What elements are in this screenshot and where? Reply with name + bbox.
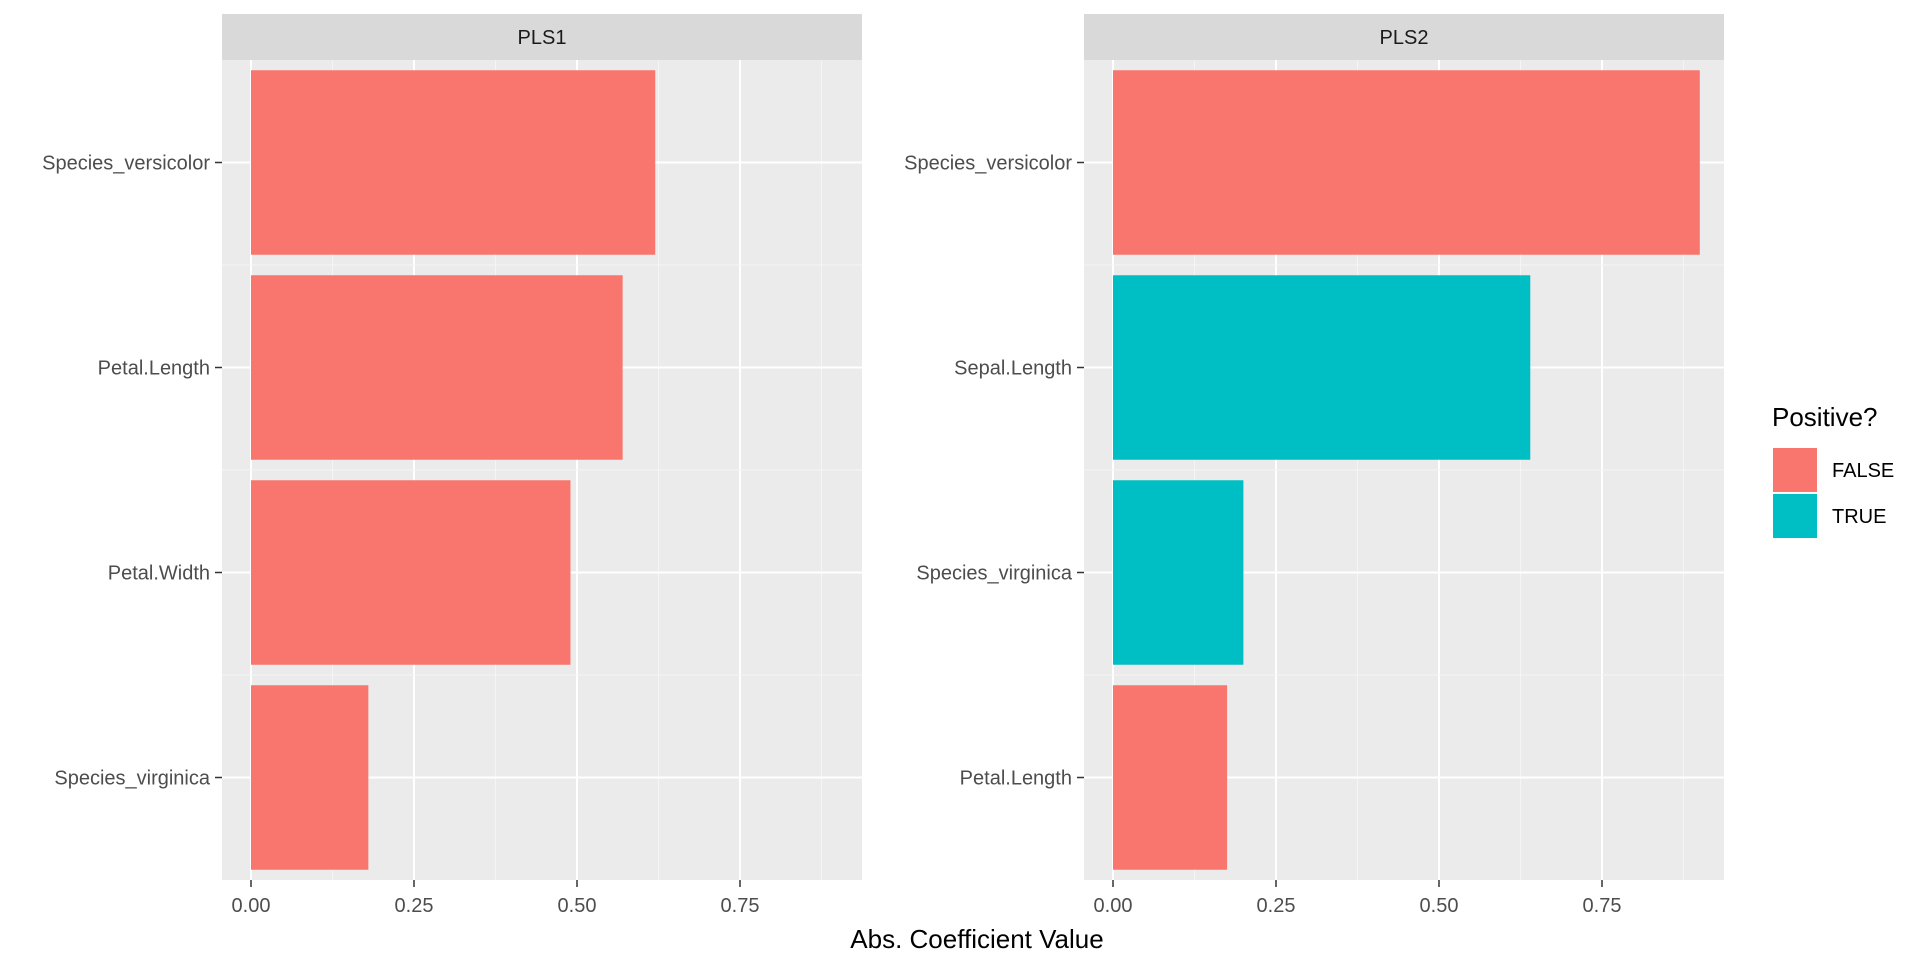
x-tick-label: 0.00 <box>232 895 271 917</box>
facet-strip-label: PLS2 <box>1380 27 1429 49</box>
y-tick-label: Sepal.Length <box>954 358 1072 380</box>
bar <box>1113 685 1228 870</box>
bar <box>251 275 623 460</box>
legend-title: Positive? <box>1772 402 1878 432</box>
legend: Positive? FALSE TRUE <box>1772 402 1894 538</box>
bar <box>1113 480 1244 665</box>
legend-label-false: FALSE <box>1832 460 1894 482</box>
y-tick-label: Species_virginica <box>916 563 1073 585</box>
y-tick-label: Petal.Length <box>98 358 210 380</box>
bar <box>251 685 369 870</box>
facet-pls1: PLS1 Species_versicolor Petal.Length Petal.… <box>42 14 862 917</box>
x-tick-label: 0.25 <box>1257 895 1296 917</box>
x-tick-label: 0.75 <box>721 895 760 917</box>
x-tick-label: 0.00 <box>1094 895 1133 917</box>
y-tick-label: Petal.Width <box>108 563 210 585</box>
facet-pls2: PLS2 Species_versicolor Sepal.Length Specie… <box>904 14 1724 917</box>
y-tick-label: Species_versicolor <box>904 153 1072 175</box>
x-axis-title: Abs. Coefficient Value <box>850 924 1103 954</box>
y-tick-label: Petal.Length <box>960 768 1072 790</box>
facet-strip <box>1084 14 1724 60</box>
facet-panels: PLS1 Species_versicolor Petal.Length Petal.… <box>42 14 1724 917</box>
facet-strip-label: PLS1 <box>518 27 567 49</box>
legend-label-true: TRUE <box>1832 506 1886 528</box>
facet-strip <box>222 14 862 60</box>
y-tick-label: Species_versicolor <box>42 153 210 175</box>
bar <box>1113 70 1700 255</box>
bar <box>251 70 656 255</box>
bar <box>251 480 571 665</box>
x-tick-label: 0.50 <box>558 895 597 917</box>
x-tick-label: 0.50 <box>1420 895 1459 917</box>
legend-key-false <box>1773 448 1817 492</box>
bar <box>1113 275 1531 460</box>
legend-key-true <box>1773 494 1817 538</box>
y-tick-label: Species_virginica <box>54 768 211 790</box>
x-tick-label: 0.25 <box>395 895 434 917</box>
x-tick-label: 0.75 <box>1583 895 1622 917</box>
